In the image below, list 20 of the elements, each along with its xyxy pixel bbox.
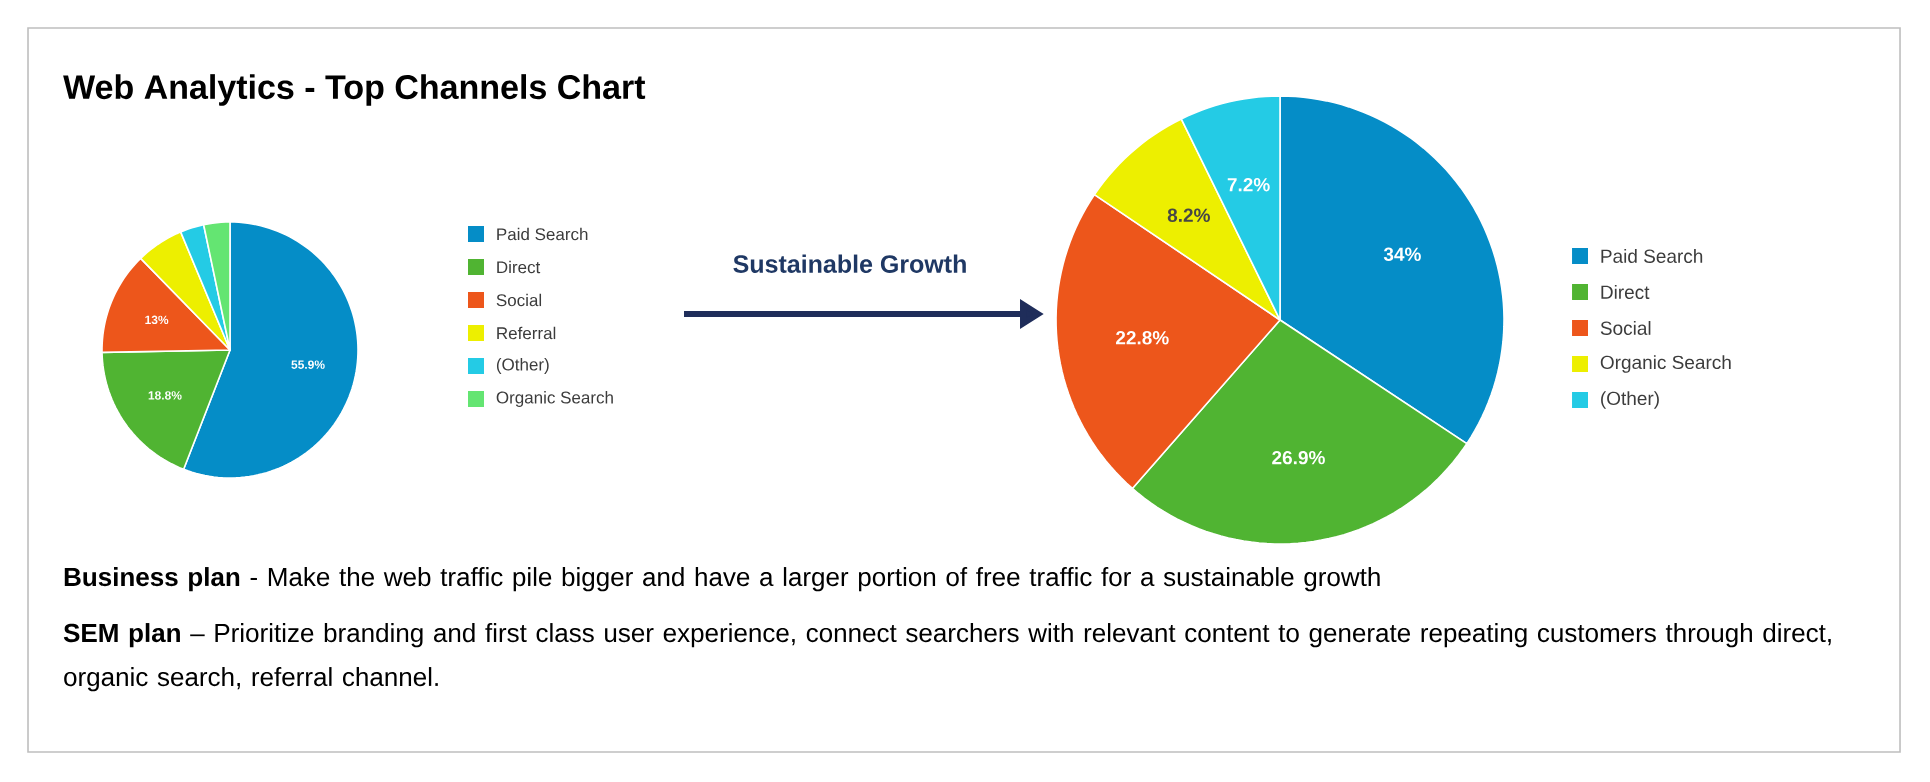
text: Sustainable Growth (733, 254, 966, 273)
legend-label: Organic Search (1600, 355, 1731, 373)
legend-label: Social (496, 293, 542, 307)
legend-label: Direct (1601, 285, 1650, 299)
data-label: 26.9% (1272, 450, 1325, 465)
legend-label: Paid Search (497, 227, 588, 241)
legend-label: Paid Search (1601, 249, 1703, 263)
data-label: 34% (1383, 247, 1421, 262)
data-label: 7.2% (1227, 178, 1270, 192)
legend-label: (Other) (1601, 391, 1659, 409)
legend-label: Social (1600, 321, 1651, 335)
legend-label: Referral (497, 326, 556, 340)
legend-label: Organic Search (496, 391, 613, 407)
data-label: 22.8% (1116, 331, 1169, 345)
text: SEM plan – Prioritize branding and first class user experience, connect searchers with relevant content to generate repeating customers through direct, organic search, referral channel. (63, 623, 1831, 692)
text: Business plan - Make the web traffic pile bigger and have a larger portion of free traffic for a sustainable growth (64, 567, 1380, 592)
chart-title: Web Analytics - Top Channels Chart (63, 74, 646, 106)
legend-label: Direct (497, 260, 541, 274)
data-label: 8.2% (1167, 208, 1210, 222)
legend-label: (Other) (496, 358, 549, 374)
